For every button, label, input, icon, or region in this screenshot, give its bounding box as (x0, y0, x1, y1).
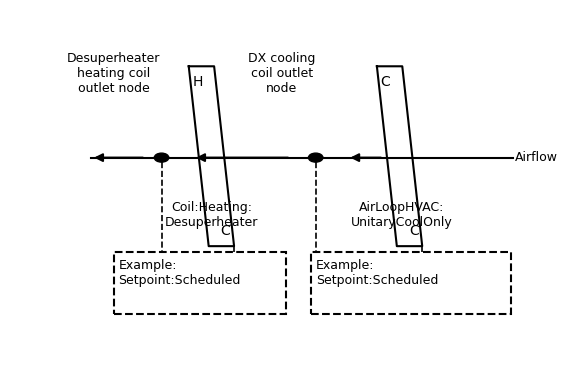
Bar (311, 252, 511, 314)
Text: Desuperheater
heating coil
outlet node: Desuperheater heating coil outlet node (67, 52, 161, 95)
Text: Airflow: Airflow (515, 151, 558, 164)
Text: C: C (409, 224, 419, 238)
Text: DX cooling
coil outlet
node: DX cooling coil outlet node (248, 52, 315, 95)
Text: AirLoopHVAC:
UnitaryCoolOnly: AirLoopHVAC: UnitaryCoolOnly (351, 201, 453, 229)
Text: Example:
Setpoint:Scheduled: Example: Setpoint:Scheduled (118, 260, 241, 287)
Circle shape (308, 153, 323, 162)
Bar (114, 252, 286, 314)
Text: C: C (221, 224, 230, 238)
Text: C: C (380, 75, 390, 89)
Text: Coil:Heating:
Desuperheater: Coil:Heating: Desuperheater (165, 201, 258, 229)
Text: H: H (192, 75, 203, 89)
Text: Example:
Setpoint:Scheduled: Example: Setpoint:Scheduled (316, 260, 438, 287)
Circle shape (154, 153, 169, 162)
